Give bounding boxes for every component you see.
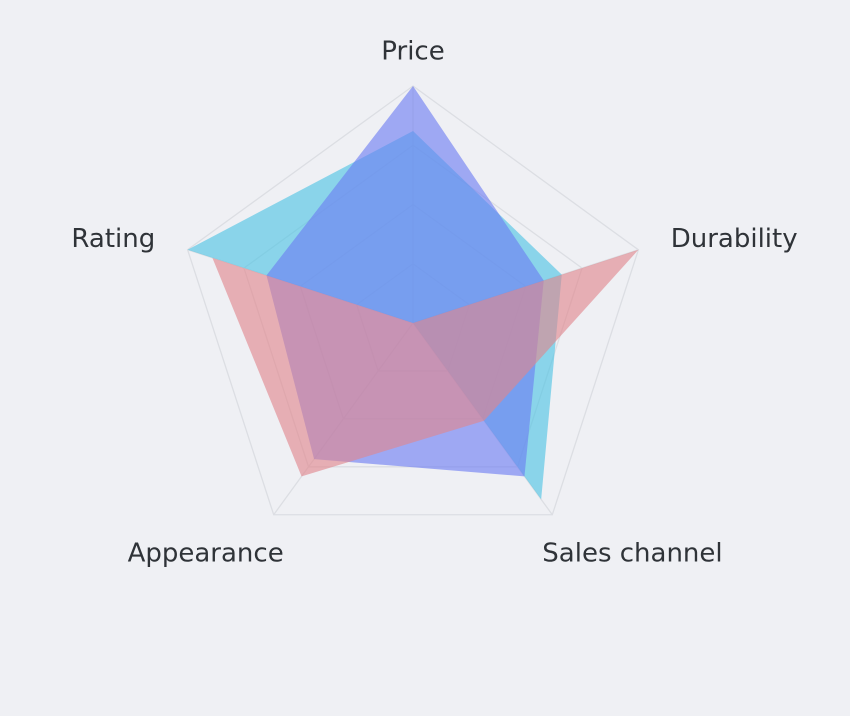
axis-labels: Price Durability Sales channel Appearance Ra… xyxy=(71,37,797,569)
series-3-area xyxy=(212,249,639,477)
axis-label-rating: Rating xyxy=(71,224,155,254)
axis-label-appearance: Appearance xyxy=(128,539,284,569)
grid-ring xyxy=(186,85,640,516)
radar-series-layer xyxy=(187,86,639,500)
axis-label-sales-channel: Sales channel xyxy=(542,539,722,569)
axis-label-durability: Durability xyxy=(671,224,798,254)
axis-label-price: Price xyxy=(381,37,444,67)
